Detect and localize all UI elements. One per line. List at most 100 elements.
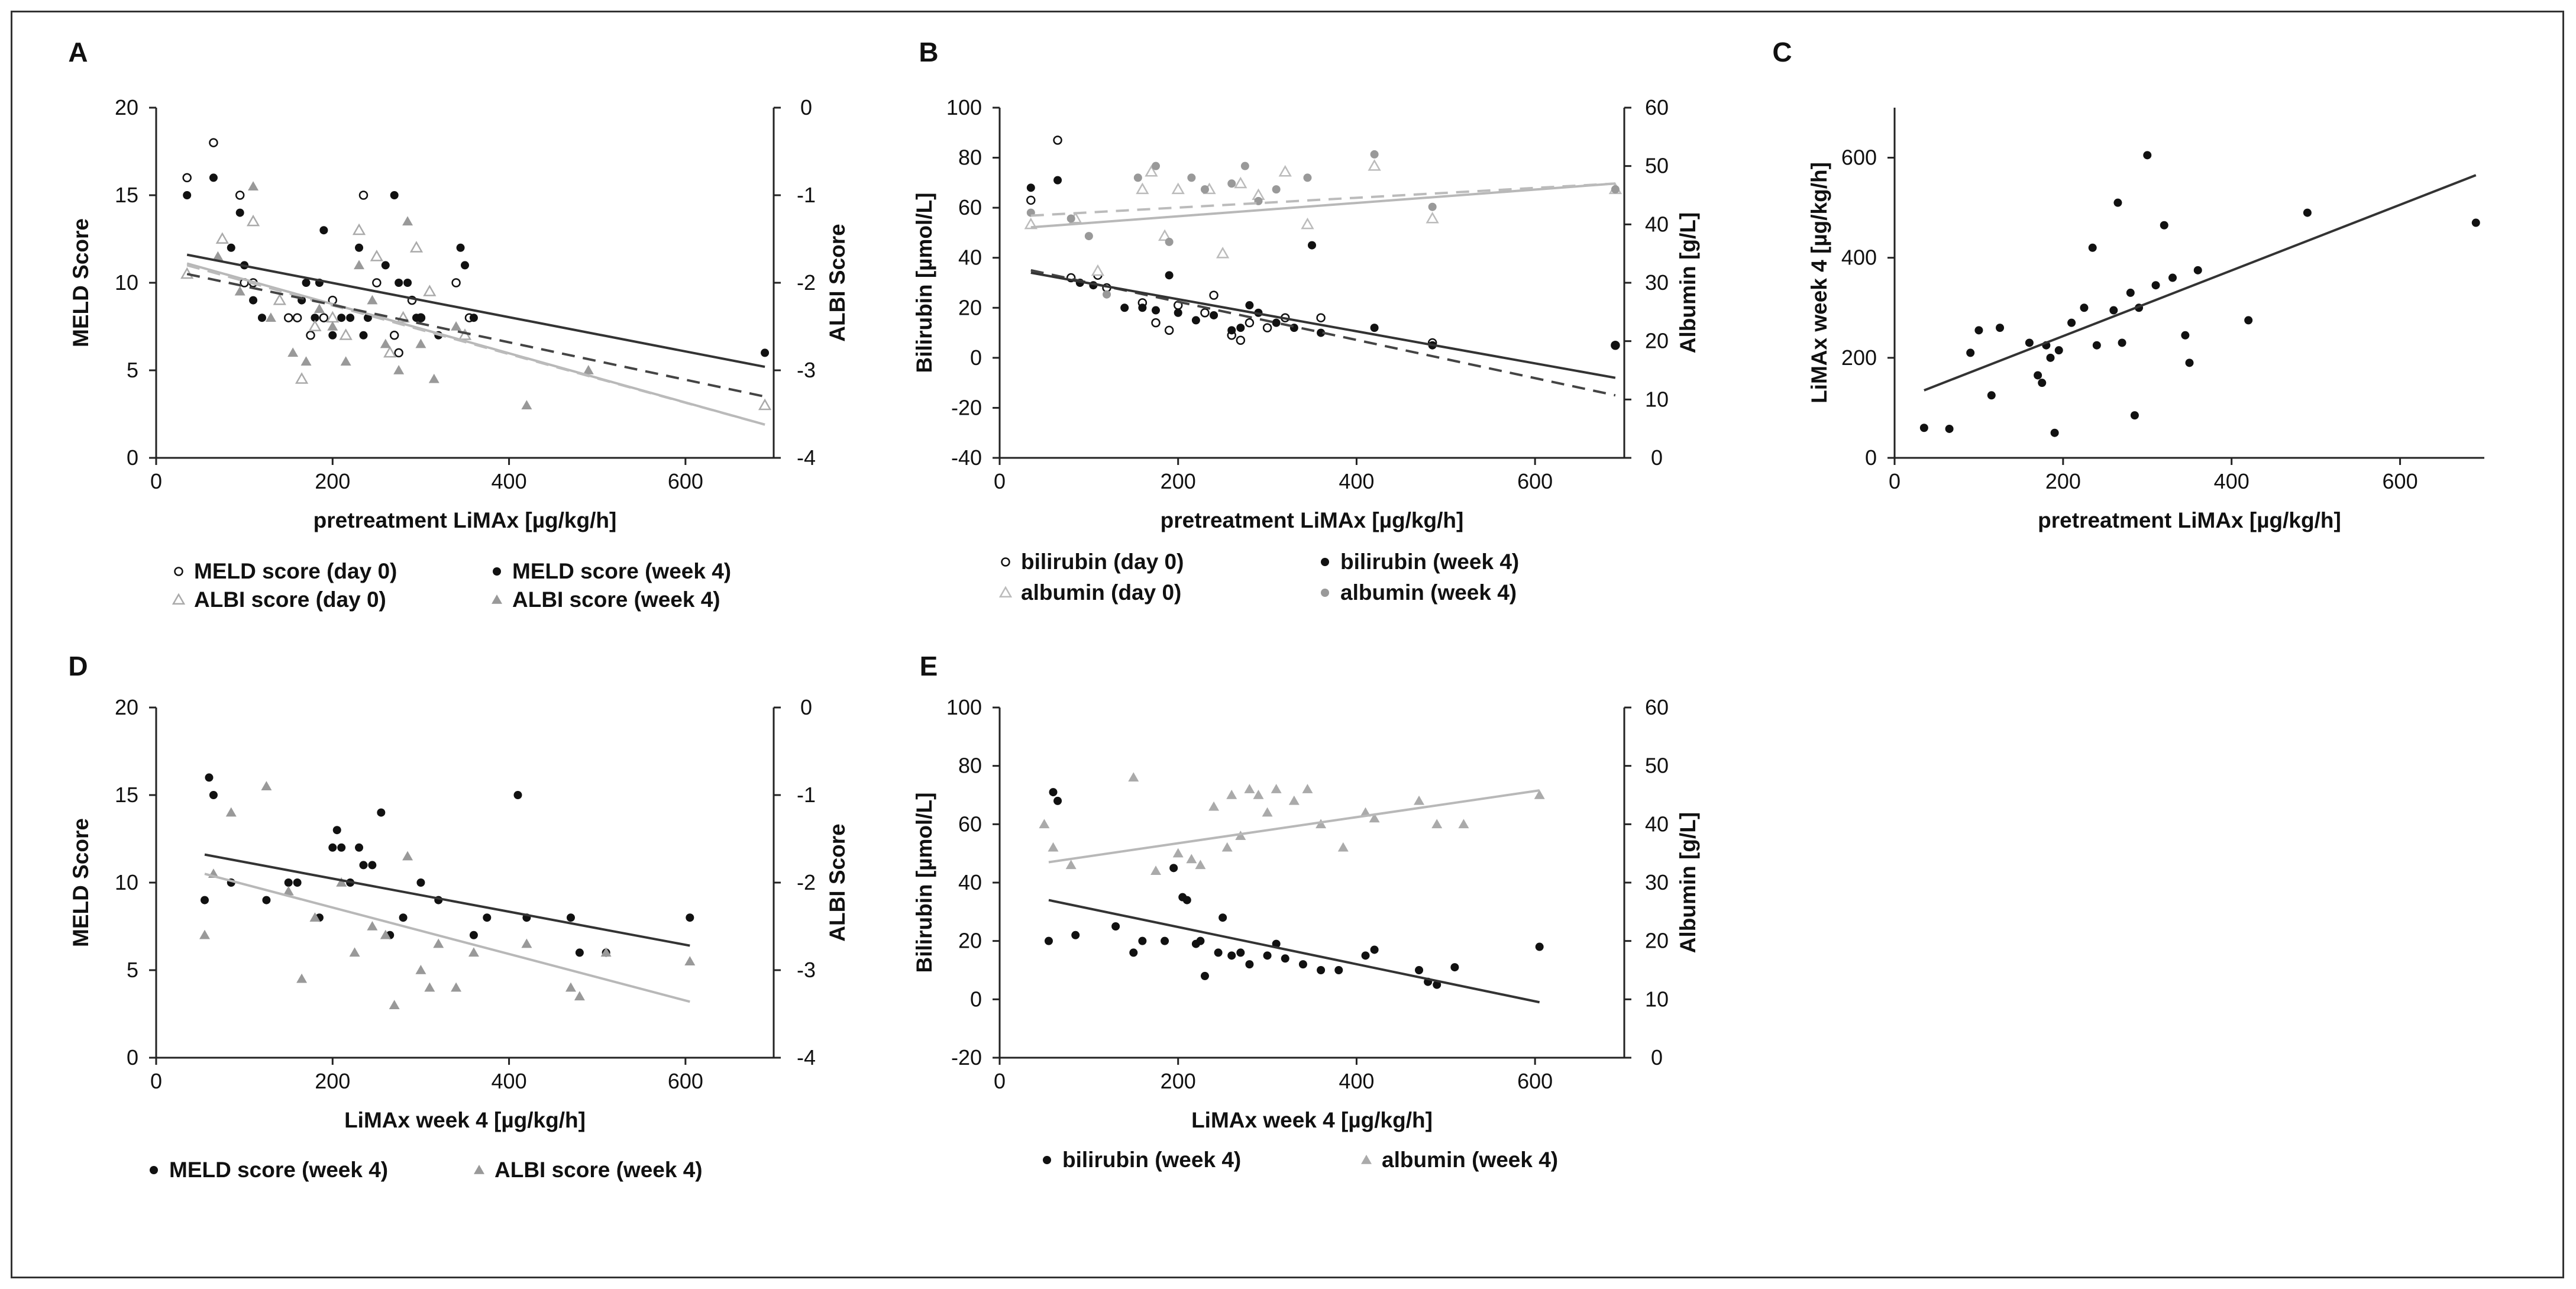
x-tick-label: 600 [1517,469,1553,493]
series-1 [1039,772,1545,876]
data-point [1151,318,1161,328]
legend-item: bilirubin (week 4) [1321,550,1519,574]
data-point [424,982,435,992]
data-point [1234,176,1247,189]
data-point [390,191,399,199]
data-point [346,314,355,322]
y-tick-label: 60 [958,195,982,219]
data-point [1186,854,1197,864]
data-point [1245,960,1254,969]
data-point [337,314,346,322]
legend-marker [1043,1156,1051,1164]
data-point [1288,795,1300,805]
y2-tick-label: 0 [1651,1045,1663,1070]
data-point [1301,217,1314,230]
data-point [1103,290,1111,299]
data-point [292,313,302,322]
data-point [402,851,413,861]
data-point [257,314,266,322]
data-point [359,861,368,870]
data-point [2025,338,2034,347]
data-point [326,311,340,323]
x-tick-label: 0 [994,1069,1006,1093]
y2-axis-title: ALBI Score [825,823,849,941]
data-point [456,243,465,252]
data-point [483,913,492,922]
data-point [2050,428,2059,437]
y-tick-label: 20 [115,95,138,119]
legend-item: bilirubin (week 4) [1043,1148,1241,1172]
data-point [1263,951,1272,960]
data-point [1245,318,1255,328]
data-point [2038,379,2047,387]
data-point [1236,324,1245,332]
legend-label: albumin (day 0) [1021,580,1181,605]
y2-axis-title: ALBI Score [825,224,849,341]
legend-label: MELD score (week 4) [169,1158,388,1182]
y2-tick-label: 50 [1645,154,1669,178]
y2-tick-label: 10 [1645,387,1669,411]
data-point [1974,326,1983,335]
data-point [293,878,302,887]
panel-letter: A [68,37,88,67]
series-2 [180,214,772,411]
data-point [1111,922,1120,931]
y2-tick-label: -1 [797,183,816,207]
data-point [1200,971,1209,980]
data-point [402,216,413,226]
legend-marker [1001,557,1010,567]
data-point [2244,316,2253,325]
data-point [2126,288,2135,297]
x-tick-label: 600 [668,469,703,493]
legend-label: albumin (week 4) [1382,1148,1558,1172]
y2-tick-label: 0 [1651,445,1663,470]
regression-line [204,853,690,947]
data-point [1428,202,1437,211]
series-0 [1026,135,1620,350]
data-point [1919,424,1928,432]
regression-line [204,873,690,1003]
data-point [428,373,439,383]
data-point [1450,963,1459,972]
series-0 [1919,151,2480,437]
data-point [1053,796,1062,805]
data-point [1071,931,1080,939]
data-point [1128,772,1139,782]
y2-tick-label: 30 [1645,270,1669,295]
regression-line [186,273,765,398]
y-tick-label: 5 [127,358,138,382]
data-point [180,267,194,279]
y-tick-label: 0 [127,445,138,470]
data-point [261,781,272,790]
data-point [1191,316,1200,325]
y-tick-label: 15 [115,783,138,807]
data-point [352,223,366,235]
data-point [1253,790,1264,799]
y-axis-title: Bilirubin [µmol/L] [912,793,936,973]
regression-line [1030,182,1616,229]
data-point [1426,211,1439,224]
data-point [2034,371,2042,380]
data-point [1172,848,1184,858]
legend-item: albumin (week 4) [1361,1148,1558,1172]
data-point [1317,966,1326,974]
data-point [461,261,469,270]
data-point [2303,208,2312,217]
data-point [367,921,378,931]
data-point [313,303,325,314]
data-point [1987,391,1996,400]
data-point [1138,936,1147,945]
data-point [2109,306,2118,315]
figure-frame: A 0 200 400 600 0 5 10 15 20 -4 -3 -2 -1 0 pretreatment… [11,11,2564,1278]
data-point [337,843,346,852]
y-axis-title: Bilirubin [µmol/L] [912,193,936,373]
series-1 [1026,176,1620,350]
data-point [393,365,405,374]
data-point [368,861,377,870]
data-point [1458,819,1469,829]
data-point [1218,913,1227,922]
data-point [1227,951,1236,960]
data-point [1226,790,1237,799]
x-tick-label: 0 [150,469,162,493]
data-point [332,826,341,835]
